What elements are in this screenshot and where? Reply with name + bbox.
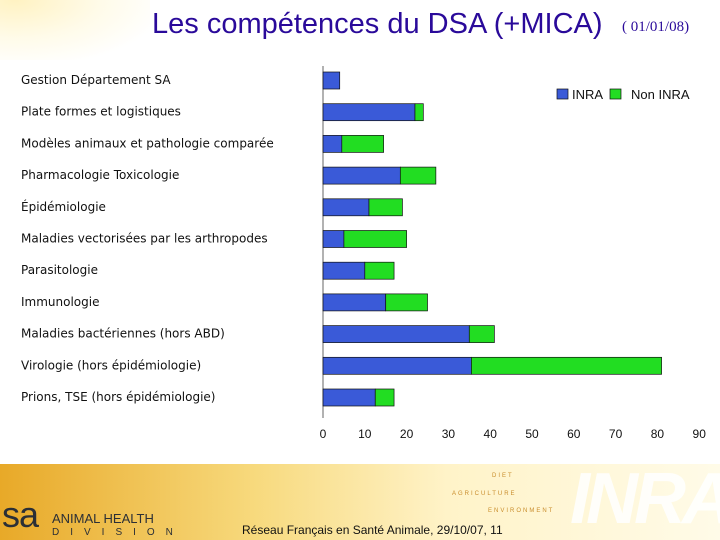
bar-inra	[322, 230, 345, 248]
x-tick-label: 50	[525, 427, 539, 441]
bar-inra	[322, 325, 470, 343]
bar-non-inra	[374, 388, 395, 407]
slide-title: Les compétences du DSA (+MICA)	[152, 8, 603, 40]
x-tick-label: 90	[693, 427, 707, 441]
x-tick-label: 80	[651, 427, 665, 441]
category-label: Prions, TSE (hors épidémiologie)	[21, 390, 215, 404]
bar-non-inra	[468, 325, 495, 343]
bar-non-inra	[341, 135, 384, 153]
bar-non-inra	[414, 103, 424, 122]
legend-swatch-non-inra	[609, 88, 622, 100]
footer-band	[0, 464, 720, 540]
slogan-line-3: ENVIRONMENT	[488, 508, 555, 514]
corner-glow	[0, 0, 150, 60]
sa-logo-mark: sa	[2, 494, 39, 535]
category-label: Immunologie	[21, 295, 99, 309]
bar-non-inra	[471, 356, 662, 375]
animal-health-logo-text: ANIMAL HEALTH	[52, 511, 154, 526]
category-label: Épidémiologie	[21, 199, 106, 214]
legend-swatch-inra	[556, 88, 569, 100]
category-label: Maladies bactériennes (hors ABD)	[21, 327, 225, 341]
category-label: Modèles animaux et pathologie comparée	[21, 136, 274, 150]
bar-chart: 0 10 20 30 40 50 60 70 80 90 Gestion Département S…	[21, 66, 707, 441]
category-label: Maladies vectorisées par les arthropodes	[21, 232, 268, 246]
bar-inra	[322, 71, 341, 90]
legend-label-inra: INRA	[572, 87, 603, 102]
x-tick-label: 20	[400, 427, 414, 441]
x-tick-label: 30	[442, 427, 456, 441]
bar-inra	[322, 293, 387, 312]
bar-non-inra	[399, 166, 437, 185]
bar-inra	[322, 103, 416, 122]
category-label: Plate formes et logistiques	[21, 105, 181, 119]
bar-non-inra	[364, 261, 395, 280]
bar-inra	[322, 388, 376, 407]
bar-non-inra	[368, 198, 403, 217]
x-tick-label: 10	[358, 427, 372, 441]
x-tick-label: 40	[484, 427, 498, 441]
bar-inra	[322, 261, 366, 280]
legend-label-non-inra: Non INRA	[631, 87, 690, 102]
x-tick-label: 60	[567, 427, 581, 441]
slogan-line-1: DIET	[492, 473, 514, 479]
category-label: Gestion Département SA	[21, 73, 171, 87]
inra-logo: INRA	[570, 459, 720, 539]
x-tick-label: 70	[609, 427, 623, 441]
slogan-line-2: AGRICULTURE	[452, 491, 517, 497]
bar-non-inra	[385, 293, 428, 312]
category-label: Parasitologie	[21, 263, 98, 277]
slide-date: ( 01/01/08)	[622, 19, 690, 35]
category-label: Virologie (hors épidémiologie)	[21, 358, 201, 372]
category-label: Pharmacologie Toxicologie	[21, 168, 179, 182]
bar-non-inra	[343, 230, 407, 248]
bar-inra	[322, 135, 343, 153]
bar-inra	[322, 356, 472, 375]
bar-inra	[322, 198, 370, 217]
footer-caption: Réseau Français en Santé Animale, 29/10/…	[242, 523, 503, 537]
division-logo-text: DIVISION	[52, 527, 184, 538]
x-tick-label: 0	[320, 427, 327, 441]
bar-inra	[322, 166, 401, 185]
